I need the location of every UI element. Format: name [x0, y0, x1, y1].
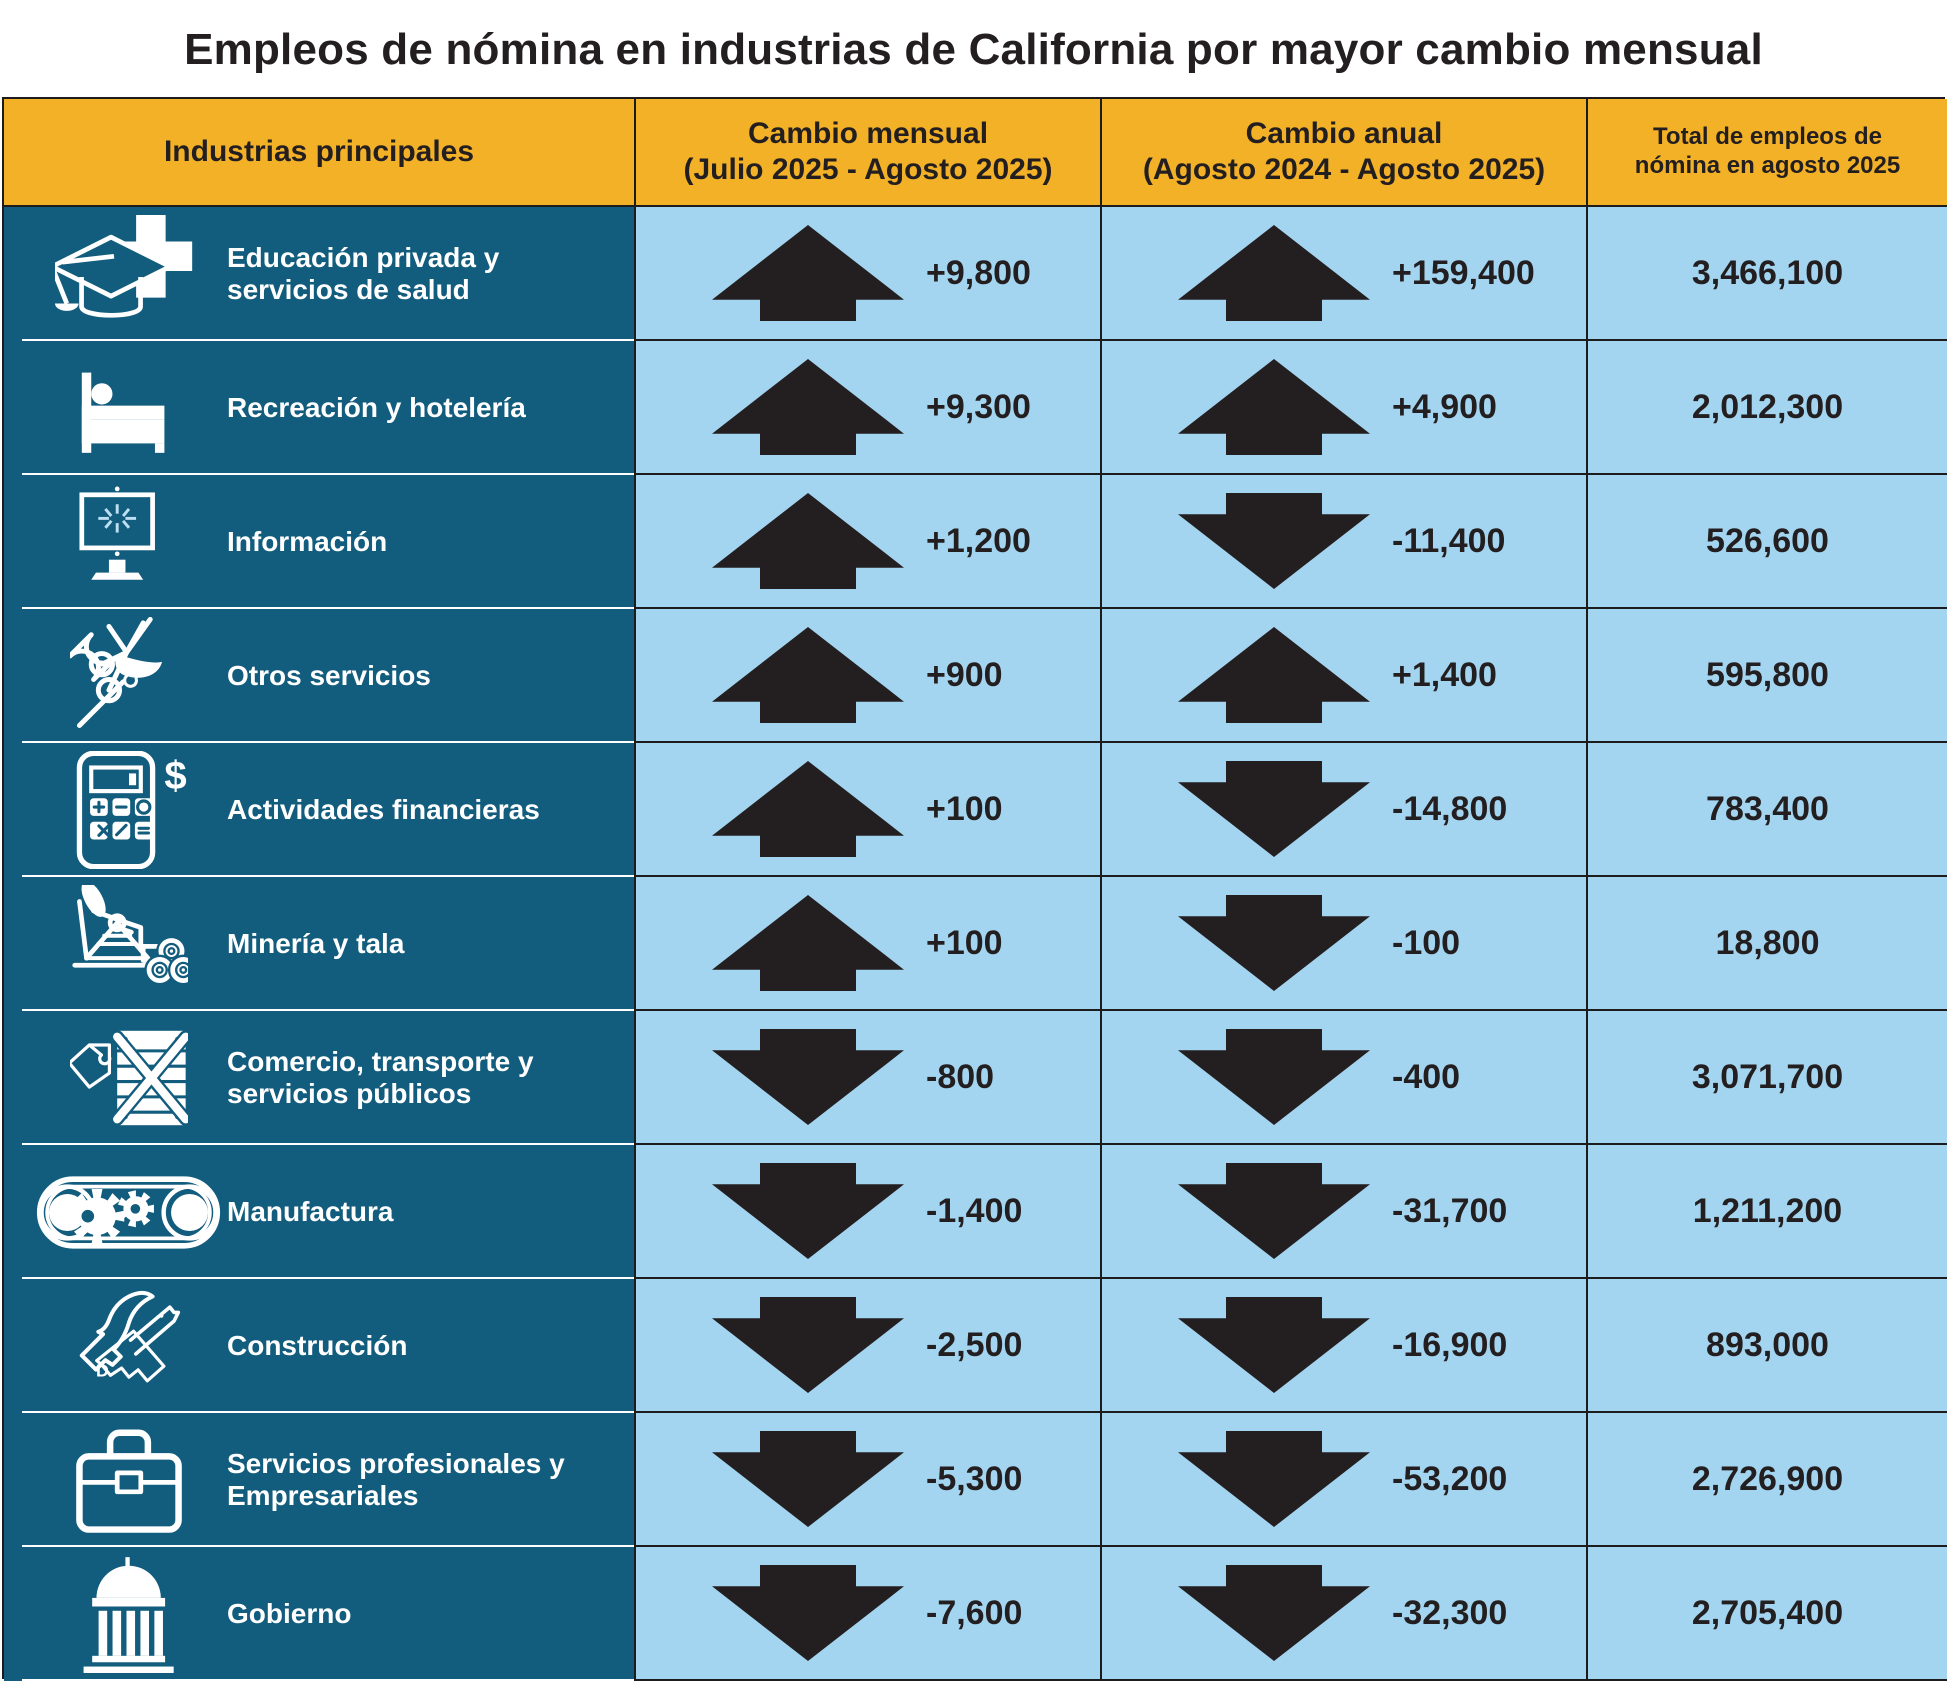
svg-text:D: D [95, 1361, 108, 1381]
svg-text:$: $ [164, 753, 186, 798]
